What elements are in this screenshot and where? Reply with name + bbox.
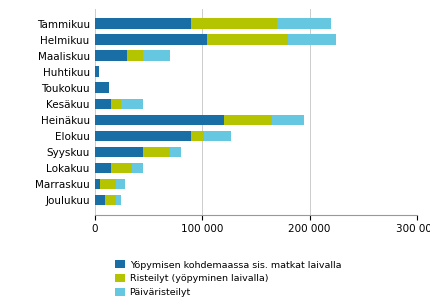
Bar [95, 99, 111, 109]
Bar [95, 114, 224, 125]
Bar [95, 195, 105, 205]
Bar [95, 163, 111, 173]
Bar [116, 195, 121, 205]
Bar [95, 18, 191, 29]
Bar [100, 179, 116, 189]
Bar [111, 99, 121, 109]
Bar [143, 147, 170, 157]
Bar [105, 195, 116, 205]
Bar [95, 179, 100, 189]
Bar [143, 50, 170, 61]
Legend: Yöpymisen kohdemaassa sis. matkat laivalla, Risteilyt (yöpyminen laivalla), Päiv: Yöpymisen kohdemaassa sis. matkat laival… [115, 260, 341, 297]
Bar [121, 99, 143, 109]
Bar [272, 114, 304, 125]
Bar [127, 50, 143, 61]
Bar [95, 147, 143, 157]
Bar [288, 34, 337, 45]
Bar [111, 163, 132, 173]
Bar [95, 131, 191, 141]
Bar [95, 50, 127, 61]
Bar [191, 18, 277, 29]
Bar [95, 83, 108, 93]
Bar [170, 147, 181, 157]
Bar [277, 18, 331, 29]
Bar [204, 131, 231, 141]
Bar [116, 179, 125, 189]
Bar [132, 163, 143, 173]
Bar [95, 34, 207, 45]
Bar [224, 114, 272, 125]
Bar [95, 66, 99, 77]
Bar [191, 131, 204, 141]
Bar [207, 34, 288, 45]
